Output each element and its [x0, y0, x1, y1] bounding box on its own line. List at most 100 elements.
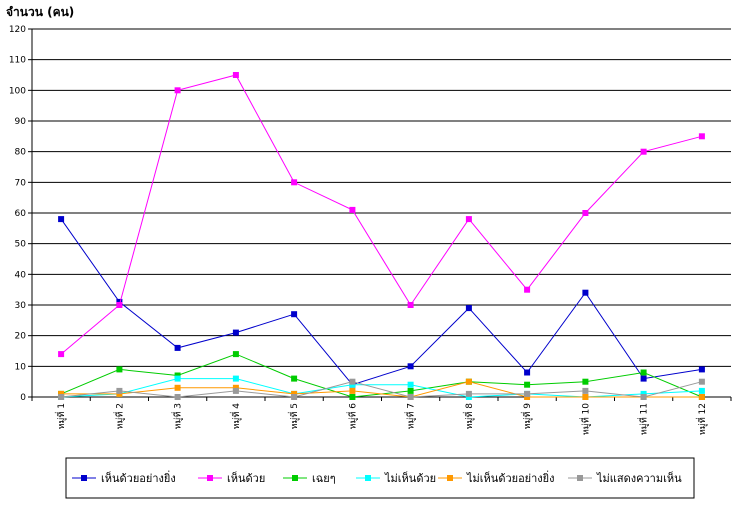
data-point [349, 206, 356, 213]
data-point [582, 387, 589, 394]
data-point [407, 302, 414, 308]
legend-entry: เฉยๆ [283, 472, 336, 485]
data-point [174, 384, 181, 391]
data-point [524, 390, 531, 397]
data-point [349, 387, 356, 394]
series-line [61, 381, 702, 398]
data-point [116, 298, 123, 305]
x-tick-label: หมู่ที่ 9 [520, 403, 533, 430]
legend-entry: ไม่เห็นด้วยอย่างยิ่ง [438, 470, 555, 485]
y-axis-label: จำนวน (คน) [6, 5, 74, 19]
data-point [640, 375, 647, 382]
legend-label: เห็นด้วย [227, 471, 265, 485]
x-tick-label: หมู่ที่ 2 [112, 403, 125, 429]
data-point [582, 394, 589, 400]
x-tick-label: หมู่ที่ 3 [171, 403, 184, 429]
legend-label: ไม่เห็นด้วยอย่างยิ่ง [466, 470, 555, 485]
data-point [174, 87, 181, 94]
data-point [698, 378, 705, 385]
x-axis-ticks: หมู่ที่ 1 หมู่ที่ 2 หมู่ที่ 3 หมู่ที่ 4 หมู่… [31, 397, 732, 435]
data-point [232, 387, 239, 394]
legend-entry: เห็นด้วย [198, 471, 265, 485]
data-point [174, 375, 181, 382]
series-line [60, 218, 702, 386]
x-tick-label: หมู่ที่ 5 [287, 403, 300, 429]
data-point [640, 394, 647, 400]
legend-label: เฉยๆ [312, 472, 336, 485]
y-tick-label: 50 [15, 240, 27, 250]
data-point [174, 394, 181, 400]
data-point [291, 394, 298, 400]
y-tick-label: 90 [15, 117, 27, 127]
series-layer [58, 72, 705, 400]
x-tick-label: หมู่ที่ 4 [229, 403, 242, 430]
data-point [582, 289, 589, 296]
x-tick-label: หมู่ที่ 10 [578, 403, 591, 435]
data-point [640, 369, 647, 376]
legend-label: ไม่แสดงความเห็น [596, 471, 682, 485]
data-point [349, 378, 356, 385]
data-point [582, 210, 589, 216]
legend-entry: ไม่แสดงความเห็น [568, 471, 682, 485]
x-tick-label: หมู่ที่ 6 [345, 403, 358, 430]
x-tick-label: หมู่ที่ 1 [54, 403, 67, 429]
data-point [407, 387, 414, 394]
data-point [698, 394, 705, 400]
data-point [58, 394, 65, 400]
legend-marker [207, 475, 213, 481]
data-point [524, 381, 531, 388]
data-point [524, 394, 531, 400]
legend-marker [365, 475, 371, 481]
y-tick-label: 70 [15, 178, 27, 188]
y-tick-label: 40 [15, 270, 27, 280]
data-point [174, 372, 181, 379]
y-tick-label: 120 [9, 25, 26, 35]
series [58, 216, 705, 388]
data-point [465, 378, 472, 385]
data-point [465, 390, 472, 397]
data-point [291, 179, 298, 186]
legend-entry: เห็นด้วยอย่างยิ่ง [72, 470, 176, 485]
legend-marker [81, 475, 87, 481]
legend-label: เห็นด้วยอย่างยิ่ง [101, 470, 176, 485]
data-point [465, 394, 472, 400]
gridlines [32, 28, 731, 367]
data-point [640, 148, 647, 155]
data-point [232, 384, 239, 391]
data-point [232, 72, 239, 78]
data-point [232, 375, 239, 382]
data-point [524, 286, 531, 293]
y-tick-label: 110 [9, 56, 26, 66]
series [58, 378, 705, 400]
data-point [640, 390, 647, 397]
data-point [232, 329, 239, 336]
series [58, 375, 705, 400]
data-point [116, 387, 123, 394]
data-point [349, 394, 356, 400]
data-point [174, 344, 181, 351]
y-tick-label: 0 [20, 393, 26, 403]
legend-label: ไม่เห็นด้วย [384, 471, 436, 485]
data-point [698, 366, 705, 373]
y-tick-label: 30 [15, 301, 27, 311]
legend: เห็นด้วยอย่างยิ่ง เห็นด้วย เฉยๆ ไม่เห็นด้วย… [65, 457, 695, 499]
data-point [698, 387, 705, 394]
data-point [116, 366, 123, 373]
x-tick-label: หมู่ที่ 11 [637, 403, 650, 435]
y-tick-label: 80 [15, 148, 27, 158]
series-line [60, 74, 703, 355]
x-tick-label: หมู่ที่ 7 [404, 403, 417, 429]
data-point [465, 305, 472, 312]
y-axis-ticks: 0 10 20 30 40 50 60 70 80 90 100 110 120 [9, 25, 32, 403]
data-point [524, 369, 531, 376]
data-point [58, 351, 65, 358]
data-point [58, 216, 65, 223]
legend-marker [447, 475, 453, 481]
data-point [465, 216, 472, 223]
legend-entry: ไม่เห็นด้วย [356, 471, 436, 485]
x-tick-label: หมู่ที่ 8 [462, 403, 475, 430]
data-point [291, 375, 298, 382]
data-point [291, 390, 298, 397]
data-point [407, 381, 414, 388]
